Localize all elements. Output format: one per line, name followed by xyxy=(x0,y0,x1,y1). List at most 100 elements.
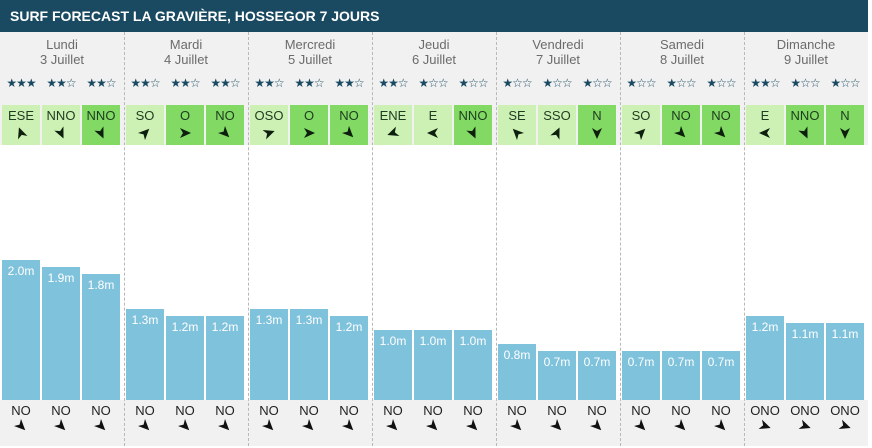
wind-direction: SO xyxy=(135,108,155,123)
swell-direction: NO xyxy=(51,403,71,418)
wave-height-label: 0.8m xyxy=(503,348,531,362)
forecast-chart: 2.0m 1.9m 1.8m 1.3m 1.2m 1.2m 1.3m 1.3m 1.2m 1.0m… xyxy=(0,32,868,446)
wind-arrow-icon xyxy=(262,130,275,140)
wave-height-bar xyxy=(826,323,864,400)
wind-direction: O xyxy=(179,108,191,123)
wave-height-label: 1.2m xyxy=(335,320,363,334)
star-icon: ☆ xyxy=(809,76,821,90)
swell-direction: NO xyxy=(175,403,195,418)
swell-box: NO xyxy=(414,404,452,431)
wind-direction: SE xyxy=(508,108,526,123)
star-icon: ☆ xyxy=(800,76,811,90)
swell-arrow-icon xyxy=(341,418,356,433)
star-icon: ☆ xyxy=(725,76,737,90)
star-icon: ★ xyxy=(140,76,151,90)
swell-box: NO xyxy=(662,403,700,431)
wind-arrow-icon xyxy=(137,126,152,141)
star-icon: ★ xyxy=(790,76,801,90)
swell-box: NO xyxy=(702,403,740,431)
wave-height-bar xyxy=(786,323,824,400)
star-icon: ★ xyxy=(666,76,677,90)
wind-direction: NO xyxy=(215,108,235,123)
star-icon: ★ xyxy=(170,76,181,90)
swell-direction: NO xyxy=(671,403,691,418)
wind-arrow-icon xyxy=(341,125,354,138)
star-icon: ★ xyxy=(220,76,231,90)
wave-bars-area: 2.0m 1.9m 1.8m 1.3m 1.2m 1.2m 1.3m 1.3m 1.2m 1.0m… xyxy=(0,145,868,400)
swell-direction: NO xyxy=(259,403,279,418)
star-icon: ★ xyxy=(706,76,717,90)
swell-arrow-icon xyxy=(261,418,274,431)
wind-direction: NNO xyxy=(86,108,116,123)
wind-arrow-icon xyxy=(633,128,646,141)
star-icon: ☆ xyxy=(468,76,479,90)
star-icon: ★ xyxy=(130,76,141,90)
wave-height-bar xyxy=(498,344,536,400)
wind-arrow-icon xyxy=(840,128,850,139)
wave-height-label: 1.3m xyxy=(131,313,159,327)
star-icon: ☆ xyxy=(477,76,489,90)
wind-box: SO xyxy=(126,105,164,145)
wave-height-label: 1.2m xyxy=(751,320,779,334)
star-icon: ☆ xyxy=(428,76,439,90)
wind-arrow-icon xyxy=(14,126,28,140)
rating-stars: ★★☆ xyxy=(373,77,413,90)
wind-arrow-icon xyxy=(550,127,560,140)
swell-direction: NO xyxy=(711,403,731,418)
day-separator xyxy=(124,32,125,446)
swell-arrow-icon xyxy=(425,418,440,433)
swell-arrow-icon xyxy=(673,418,688,433)
wind-direction: N xyxy=(840,108,850,123)
star-icon: ★ xyxy=(458,76,469,90)
wind-arrow-icon xyxy=(758,126,772,140)
wind-arrow-icon xyxy=(550,126,564,140)
star-icon: ★ xyxy=(378,76,389,90)
wave-height-label: 0.7m xyxy=(543,355,571,369)
wind-arrow-icon xyxy=(798,126,812,140)
swell-arrow-icon xyxy=(301,418,316,433)
rating-stars: ★☆☆ xyxy=(577,77,617,90)
wave-height-bar xyxy=(374,330,412,400)
swell-arrow-icon xyxy=(53,418,68,433)
star-icon: ★ xyxy=(56,76,67,90)
swell-arrow-icon xyxy=(93,418,106,431)
wind-arrow-icon xyxy=(512,128,525,141)
star-icon: ☆ xyxy=(313,76,325,90)
day-header: Vendredi 7 Juillet xyxy=(496,37,620,67)
wind-box: O xyxy=(166,105,204,145)
star-icon: ☆ xyxy=(552,76,563,90)
wind-box: E xyxy=(414,105,452,145)
swell-arrow-icon xyxy=(301,418,314,431)
wind-direction: NO xyxy=(711,108,731,123)
wave-height-label: 1.2m xyxy=(171,320,199,334)
wind-direction: SSO xyxy=(543,108,571,123)
rating-stars: ★☆☆ xyxy=(537,77,577,90)
swell-box: NO xyxy=(2,404,40,431)
wind-arrow-icon xyxy=(137,128,150,141)
rating-stars: ★★☆ xyxy=(81,77,121,90)
star-icon: ★ xyxy=(46,76,57,90)
swell-direction: NO xyxy=(587,403,607,418)
rating-stars: ★☆☆ xyxy=(621,77,661,90)
swell-arrow-icon xyxy=(425,418,438,431)
swell-direction: NO xyxy=(507,403,527,418)
rating-stars: ★★☆ xyxy=(745,77,785,90)
swell-direction: ONO xyxy=(750,403,780,418)
forecast-title: SURF FORECAST LA GRAVIÈRE, HOSSEGOR 7 JO… xyxy=(0,0,868,32)
wave-height-label: 1.9m xyxy=(47,271,75,285)
swell-arrow-icon xyxy=(465,418,478,431)
wave-height-bar xyxy=(250,309,288,400)
wave-height-bar xyxy=(454,330,492,400)
wave-height-label: 0.7m xyxy=(707,355,735,369)
swell-arrow-icon xyxy=(798,419,811,429)
wind-box: OSO xyxy=(250,105,288,145)
wave-height-label: 0.7m xyxy=(667,355,695,369)
wind-box: ENE xyxy=(374,105,412,145)
wind-arrow-icon xyxy=(426,126,440,140)
swell-arrow-icon xyxy=(385,418,400,433)
wind-arrow-icon xyxy=(633,126,648,141)
day-separator xyxy=(496,32,497,446)
star-icon: ★ xyxy=(418,76,429,90)
day-name: Vendredi xyxy=(532,37,584,52)
wind-direction: E xyxy=(428,108,438,123)
